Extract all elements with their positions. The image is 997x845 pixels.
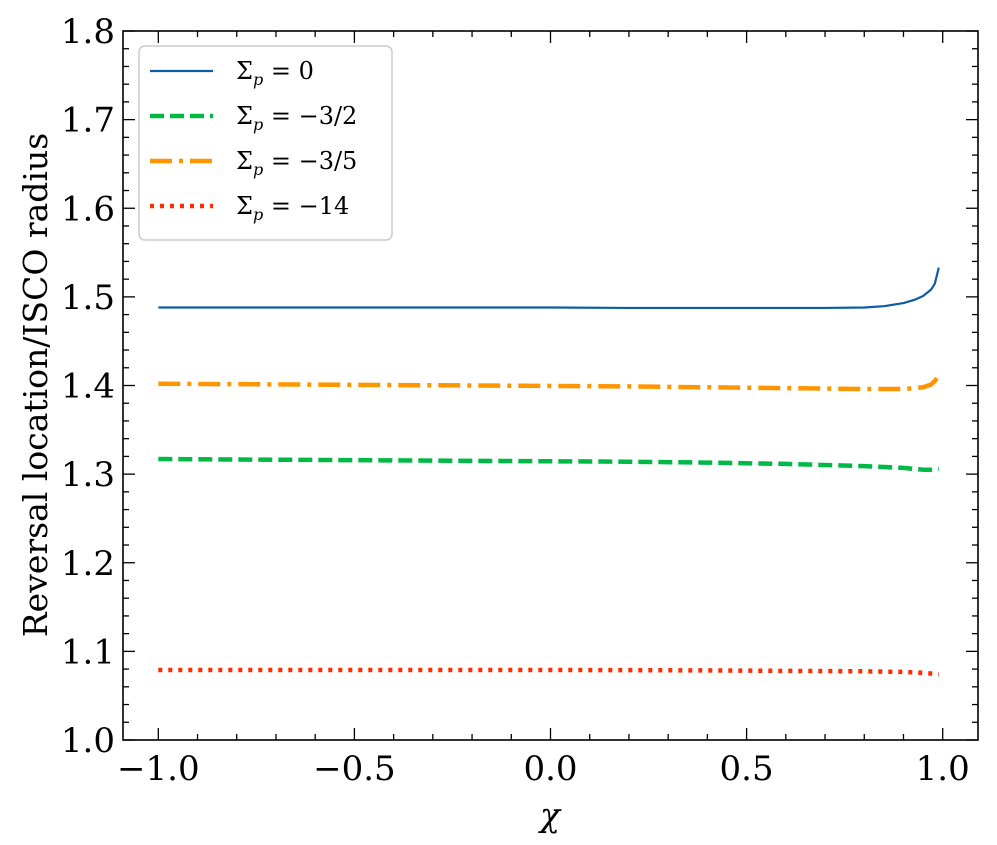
x-tick-label: −1.0 xyxy=(117,749,200,789)
y-tick-labels: 1.0 1.1 1.2 1.3 1.4 1.5 1.6 1.7 1.8 xyxy=(61,12,115,761)
y-tick-label: 1.0 xyxy=(61,721,115,761)
x-tick-label: 1.0 xyxy=(916,749,970,789)
y-tick-label: 1.7 xyxy=(61,101,115,141)
series-line-1 xyxy=(158,267,940,310)
y-tick-label: 1.4 xyxy=(61,367,115,407)
series-line-3 xyxy=(158,373,941,392)
y-axis-label: Reversal location/ISCO radius xyxy=(16,133,55,637)
legend-label-2: Σp = −3/2 xyxy=(236,102,357,134)
y-tick-label: 1.8 xyxy=(61,12,115,52)
legend-label-3: Σp = −3/5 xyxy=(236,147,357,179)
legend: Σp = 0 Σp = −3/2 Σp = −3/5 Σp = −14 xyxy=(138,45,393,241)
series-line-4 xyxy=(158,667,940,677)
x-tick-labels: −1.0 −0.5 0.0 0.5 1.0 xyxy=(117,749,970,789)
legend-box xyxy=(138,45,393,241)
plot-series xyxy=(158,267,941,677)
y-tick-label: 1.2 xyxy=(61,544,115,584)
y-tick-label: 1.1 xyxy=(61,632,115,672)
y-tick-label: 1.6 xyxy=(61,189,115,229)
series-line-2 xyxy=(158,456,940,472)
legend-label-4: Σp = −14 xyxy=(236,192,349,224)
x-tick-label: 0.5 xyxy=(720,749,774,789)
x-tick-label: −0.5 xyxy=(313,749,396,789)
plot-frame xyxy=(122,30,979,741)
y-tick-label: 1.5 xyxy=(61,278,115,318)
x-axis-label: χ xyxy=(538,795,562,834)
legend-label-1: Σp = 0 xyxy=(236,57,314,89)
axis-ticks xyxy=(123,30,978,741)
x-tick-label: 0.0 xyxy=(523,749,577,789)
y-tick-label: 1.3 xyxy=(61,455,115,495)
